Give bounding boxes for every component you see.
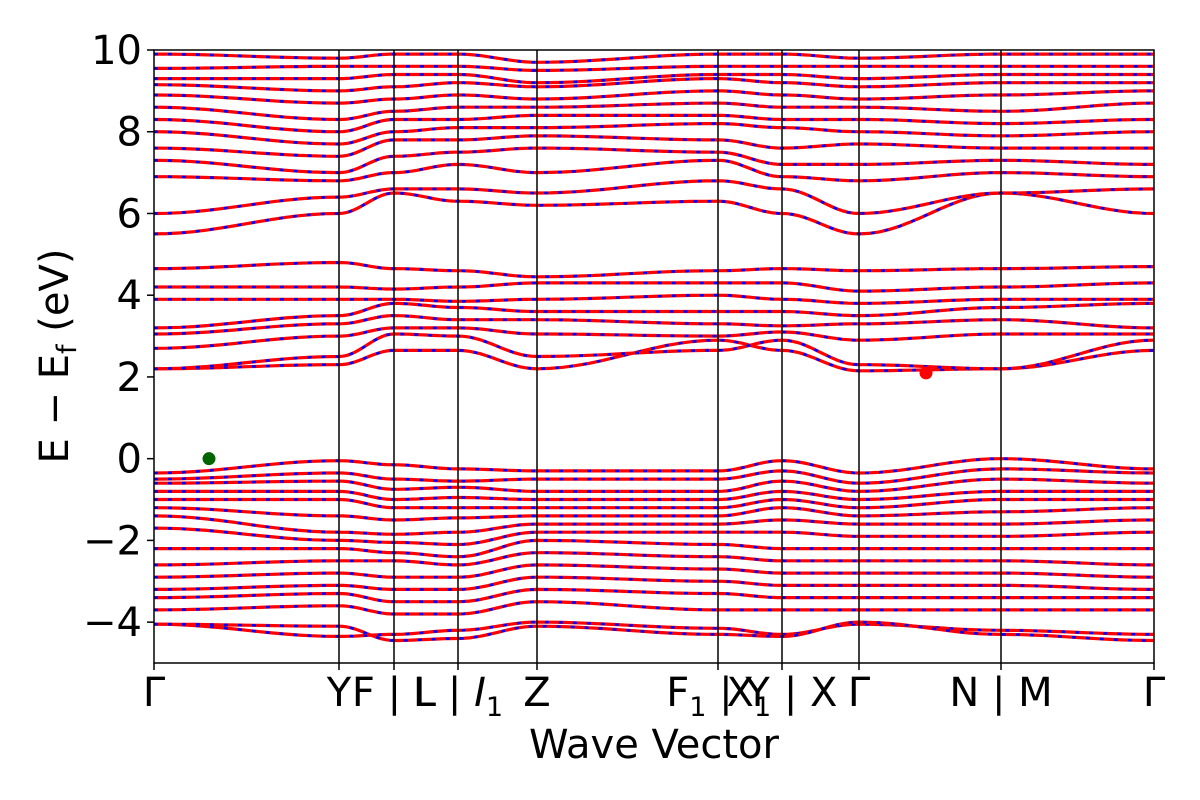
x-tick-label-5: F1 | Y (666, 670, 770, 723)
x-tick-label-4: Z (523, 670, 550, 716)
x-tick-label-2: F | L (352, 670, 437, 716)
band-c2-primary (154, 332, 1154, 371)
band-v6-overlay (154, 506, 1154, 522)
band-c7-overlay (154, 281, 1154, 293)
band-v11-overlay (154, 563, 1154, 579)
band-c15-overlay (154, 114, 1154, 134)
plot-frame (153, 49, 1155, 664)
bands-group (154, 52, 1154, 643)
band-edge-markers (202, 366, 933, 466)
x-tick-label-7: Γ (848, 670, 871, 716)
kpath-dividers (338, 50, 1002, 663)
band-v3-overlay (154, 477, 1154, 493)
band-v7-overlay (154, 514, 1154, 536)
x-tick-label-1: Y (326, 670, 352, 716)
y-tick-label-7: 10 (91, 28, 142, 74)
band-c6-overlay (154, 293, 1154, 305)
marker-cbm (919, 366, 933, 380)
band-c16-overlay (154, 101, 1154, 121)
band-c18-overlay (154, 77, 1154, 93)
band-v13-overlay (154, 588, 1154, 603)
y-axis-title-prefix: E − E (32, 354, 78, 464)
x-tick-label-0: Γ (143, 670, 166, 716)
band-c3-overlay (154, 326, 1154, 350)
y-tick-label-4: 4 (117, 273, 142, 319)
x-tick-label-8: N | M (949, 670, 1052, 716)
y-axis-title-suffix: (eV) (32, 249, 78, 345)
band-c8-overlay (154, 261, 1154, 279)
y-tick-label-2: 0 (117, 437, 142, 483)
band-v15-overlay (154, 620, 1154, 638)
band-v4-overlay (154, 490, 1154, 501)
y-tick-label-5: 6 (117, 191, 142, 237)
band-v1-overlay (154, 457, 1154, 475)
band-v2-overlay (154, 467, 1154, 485)
y-tick-label-3: 2 (117, 355, 142, 401)
y-tick-label-0: −4 (83, 600, 142, 646)
band-v8-overlay (154, 526, 1154, 546)
band-v5-overlay (154, 498, 1154, 510)
x-tick-label-6: X1 | X (727, 670, 838, 723)
band-c11-overlay (154, 158, 1154, 183)
band-c19-overlay (154, 73, 1154, 85)
marker-vbm (202, 452, 216, 466)
band-c21-overlay (154, 52, 1154, 64)
band-v16-overlay (154, 620, 1154, 642)
band-v14-overlay (154, 600, 1154, 616)
band-c9-primary (154, 191, 1154, 236)
y-axis-ticks: −4 −2 0 2 4 6 8 10 (83, 28, 154, 646)
band-v10-overlay (154, 551, 1154, 567)
band-c5-overlay (154, 302, 1154, 330)
y-axis-title-subscript: f (52, 343, 83, 354)
band-c20-overlay (154, 65, 1154, 72)
y-tick-label-6: 8 (117, 110, 142, 156)
band-c14-overlay (154, 122, 1154, 146)
y-axis-title: E − Ef (eV) (32, 249, 83, 464)
band-c17-overlay (154, 89, 1154, 105)
band-c12-overlay (154, 146, 1154, 174)
x-tick-label-3: L | I1 (413, 670, 503, 723)
band-v9-overlay (154, 539, 1154, 558)
y-tick-label-1: −2 (83, 518, 142, 564)
band-v12-overlay (154, 575, 1154, 591)
x-axis-title: Wave Vector (529, 722, 780, 768)
band-c13-overlay (154, 134, 1154, 158)
x-tick-label-9: Γ (1143, 670, 1166, 716)
band-c4-overlay (154, 314, 1154, 336)
band-c10-overlay (154, 179, 1154, 215)
